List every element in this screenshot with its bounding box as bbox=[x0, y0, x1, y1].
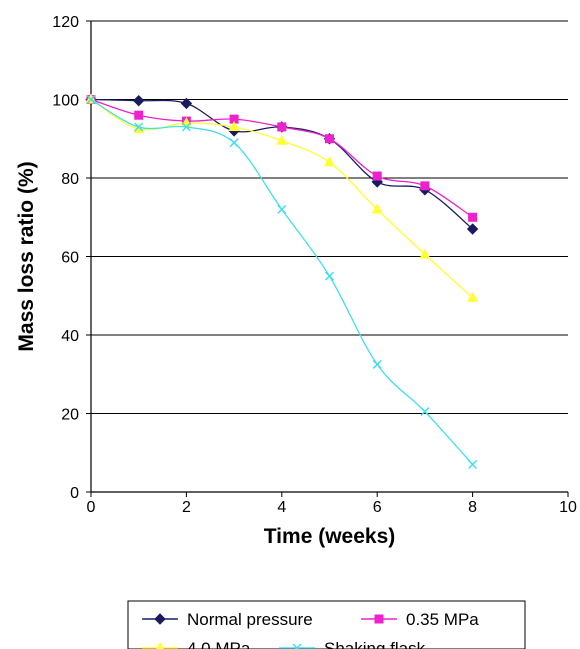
data-point bbox=[372, 171, 382, 181]
marker-stroke bbox=[294, 643, 302, 649]
data-point bbox=[132, 94, 145, 107]
series-3 bbox=[86, 94, 478, 470]
data-point bbox=[466, 223, 479, 235]
legend-label: Normal pressure bbox=[187, 610, 313, 629]
y-tick-label: 60 bbox=[61, 250, 79, 267]
marker-stroke bbox=[277, 204, 287, 214]
data-point bbox=[467, 291, 479, 302]
legend-swatch-marker bbox=[156, 642, 164, 649]
data-point bbox=[325, 134, 334, 144]
legend-label: 4.0 MPa bbox=[187, 639, 251, 649]
marker-stroke bbox=[86, 94, 96, 105]
data-point bbox=[277, 122, 287, 132]
grid-layer bbox=[91, 20, 568, 414]
data-point bbox=[181, 122, 191, 132]
data-point bbox=[229, 114, 239, 124]
series-1 bbox=[86, 95, 478, 222]
data-point bbox=[468, 212, 478, 222]
marker-stroke bbox=[134, 122, 144, 132]
legend-item: Normal pressure bbox=[142, 610, 313, 629]
data-point bbox=[228, 120, 240, 131]
data-point bbox=[420, 407, 430, 417]
series-layer bbox=[85, 93, 479, 470]
legend: Normal pressure 0.35 MPa 4.0 MPa Shaking fl… bbox=[127, 600, 526, 649]
series-0 bbox=[85, 93, 479, 235]
x-tick-label: 6 bbox=[373, 499, 382, 516]
y-tick-label: 40 bbox=[61, 328, 79, 345]
y-tick-label: 20 bbox=[61, 407, 79, 424]
marker-stroke bbox=[468, 459, 478, 470]
y-tick-label: 0 bbox=[70, 485, 79, 502]
legend-label: 0.35 MPa bbox=[406, 610, 479, 629]
marker-stroke bbox=[229, 138, 239, 148]
legend-swatch-marker bbox=[374, 614, 384, 624]
x-tick-label: 0 bbox=[87, 499, 96, 516]
legend-item: 0.35 MPa bbox=[361, 610, 479, 629]
data-point bbox=[419, 248, 431, 259]
legend-item: Shaking flask bbox=[279, 639, 426, 649]
axes-layer: 0 20 40 60 80 100 120 0 2 4 6 8 10 bbox=[52, 14, 577, 516]
data-point bbox=[134, 110, 144, 120]
x-tick-label: 10 bbox=[559, 499, 577, 516]
y-tick-label: 120 bbox=[52, 14, 79, 31]
legend-box bbox=[127, 600, 526, 649]
x-axis-title: Time (weeks) bbox=[264, 525, 396, 548]
data-point bbox=[277, 204, 287, 214]
series-line bbox=[90, 98, 473, 218]
data-point bbox=[276, 134, 288, 145]
marker-stroke bbox=[420, 407, 430, 417]
y-tick-label: 80 bbox=[61, 171, 79, 188]
data-point bbox=[371, 203, 383, 214]
data-point bbox=[324, 156, 335, 167]
data-point bbox=[86, 94, 96, 105]
legend-swatch-marker bbox=[154, 613, 166, 625]
x-tick-label: 2 bbox=[182, 499, 191, 516]
y-axis-title: Mass loss ratio (%) bbox=[15, 161, 38, 351]
data-point bbox=[229, 138, 239, 148]
data-point bbox=[180, 97, 193, 110]
legend-item: 4.0 MPa bbox=[142, 639, 251, 649]
data-point bbox=[372, 359, 382, 369]
data-point bbox=[324, 271, 335, 281]
data-point bbox=[420, 181, 430, 191]
data-point bbox=[468, 459, 478, 470]
legend-label: Shaking flask bbox=[324, 639, 426, 649]
marker-stroke bbox=[181, 122, 191, 132]
x-tick-label: 4 bbox=[277, 499, 286, 516]
marker-stroke bbox=[372, 359, 382, 369]
x-tick-label: 8 bbox=[468, 499, 477, 516]
y-tick-label: 100 bbox=[52, 93, 79, 110]
series-line bbox=[90, 98, 474, 465]
data-point bbox=[134, 122, 144, 132]
marker-stroke bbox=[324, 271, 335, 281]
legend-swatch-marker bbox=[292, 643, 302, 649]
